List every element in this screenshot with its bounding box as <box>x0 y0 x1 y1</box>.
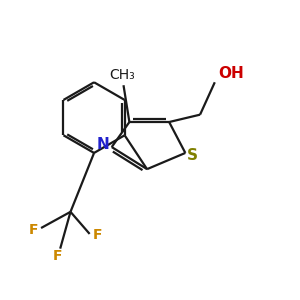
Text: F: F <box>92 228 102 242</box>
Text: F: F <box>52 249 62 263</box>
Text: S: S <box>187 148 198 163</box>
Text: N: N <box>97 137 110 152</box>
Text: F: F <box>29 223 38 236</box>
Text: CH₃: CH₃ <box>109 68 135 82</box>
Text: OH: OH <box>218 66 244 81</box>
